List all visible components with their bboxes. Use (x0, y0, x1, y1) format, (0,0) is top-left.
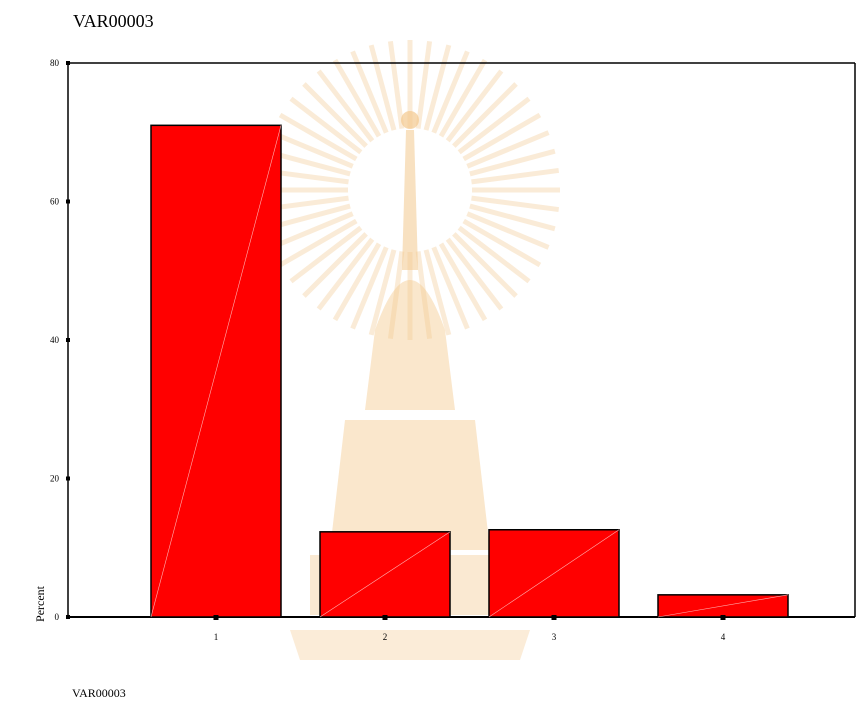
y-tick-mark (66, 476, 70, 481)
bar-diagonal-artifact (657, 594, 789, 618)
y-axis-label: Percent (33, 585, 47, 622)
x-tick-mark (213, 615, 219, 620)
y-tick-label: 60 (50, 197, 60, 207)
x-tick-mark (382, 615, 388, 620)
x-tick-mark (720, 615, 726, 620)
y-tick-label: 0 (55, 612, 60, 622)
x-axis-label: VAR00003 (72, 686, 126, 700)
chart-title: VAR00003 (73, 11, 154, 31)
x-tick-label: 4 (721, 632, 726, 642)
bar-diagonal-artifact (319, 531, 451, 618)
x-tick-label: 1 (214, 632, 219, 642)
y-tick-label: 80 (50, 58, 60, 68)
y-tick-mark (66, 338, 70, 342)
y-tick-label: 20 (50, 474, 60, 484)
y-tick-label: 40 (50, 335, 60, 345)
x-tick-label: 3 (552, 632, 557, 642)
y-tick-mark (66, 615, 70, 619)
x-tick-label: 2 (383, 632, 388, 642)
y-tick-mark (66, 61, 70, 65)
bar-diagonal-artifact (488, 529, 620, 618)
bar-diagonal-artifact (150, 125, 282, 618)
y-tick-mark (66, 199, 70, 204)
x-tick-mark (551, 615, 557, 620)
